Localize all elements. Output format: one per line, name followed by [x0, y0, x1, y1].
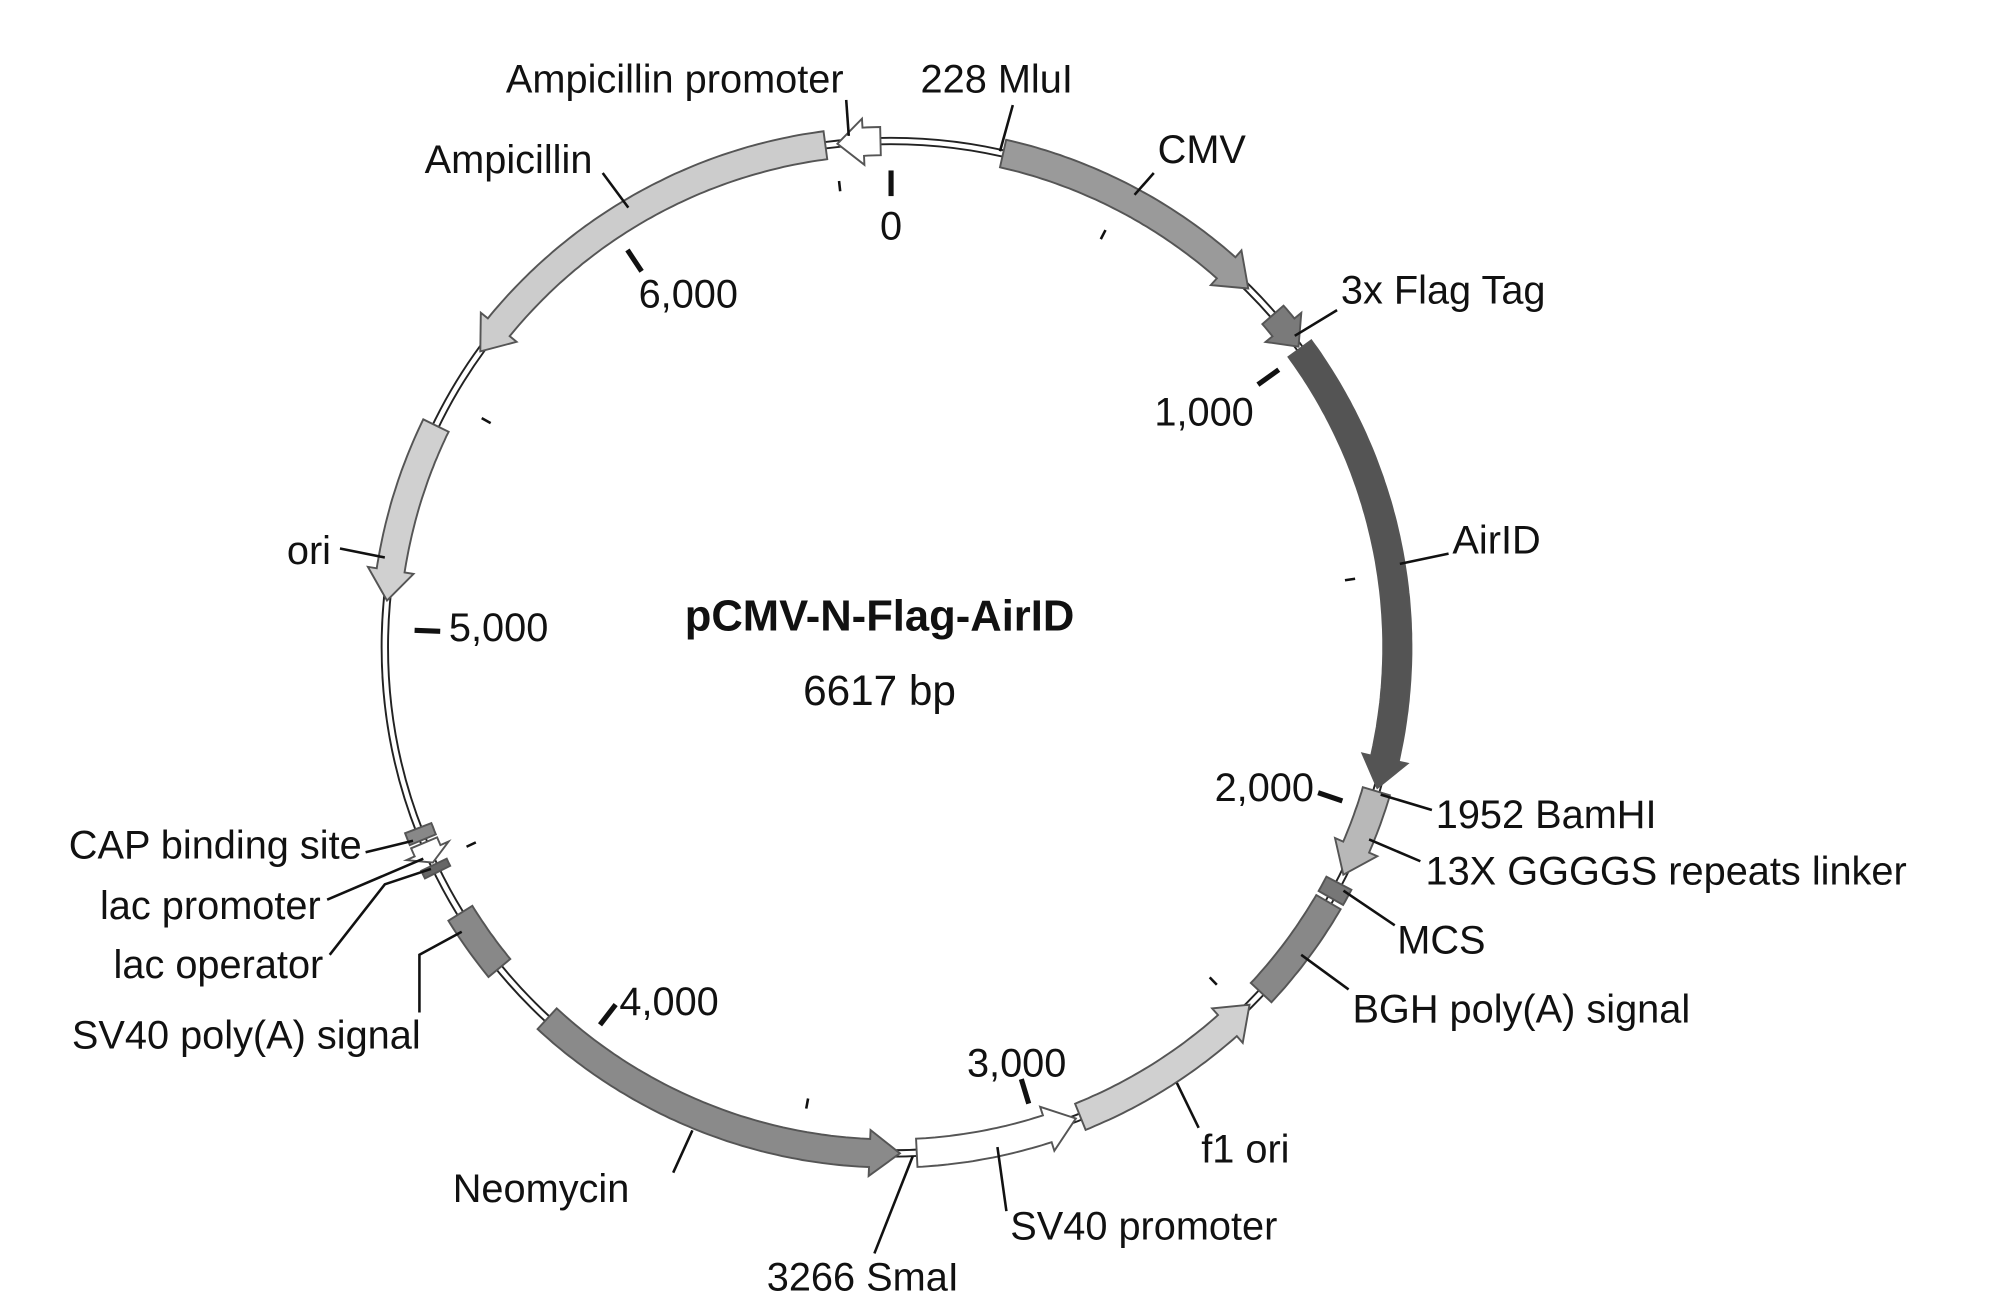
major-tick [1317, 790, 1344, 804]
labels: Ampicillin promoter 228 MluI CMV 3x Flag Ta… [69, 57, 1907, 1297]
feature-label: f1 ori [1201, 1127, 1289, 1171]
feature-mcs [1317, 875, 1353, 907]
feature-label: SV40 poly(A) signal [72, 1013, 421, 1057]
scale-ticks [414, 170, 1356, 1109]
tick-label: 3,000 [967, 1042, 1066, 1086]
leader-line [418, 930, 463, 1013]
minor-tick [1099, 229, 1107, 240]
minor-tick [1344, 577, 1356, 582]
leader-line [1342, 889, 1396, 927]
minor-tick [1208, 976, 1218, 986]
feature-label: Ampicillin [425, 138, 593, 182]
feature-label: Ampicillin promoter [506, 57, 844, 101]
feature-label: Neomycin [453, 1167, 630, 1211]
tick-label: 6,000 [639, 273, 738, 317]
leader-line [998, 104, 1015, 152]
plasmid-name: pCMV-N-Flag-AirID [685, 593, 1075, 641]
feature-label: BGH poly(A) signal [1352, 988, 1690, 1032]
feature-cmv [998, 138, 1250, 290]
feature-label: 228 MluI [921, 57, 1073, 101]
leader-line [873, 1155, 915, 1254]
feature-label: MCS [1397, 919, 1485, 963]
tick-label: 2,000 [1215, 766, 1314, 810]
minor-tick [804, 1098, 810, 1109]
leader-line [1133, 172, 1155, 196]
feature-sv40-poly-a-signal [447, 904, 512, 979]
minor-tick [481, 417, 492, 425]
feature-neomycin [536, 1007, 902, 1178]
major-tick [625, 248, 644, 273]
minor-tick [466, 841, 477, 848]
major-tick [1256, 367, 1281, 387]
leader-line [996, 1146, 1008, 1212]
major-tick [1018, 1078, 1032, 1105]
feature-airid [1287, 339, 1413, 790]
feature-label: CAP binding site [69, 824, 362, 868]
feature-ampicillin [479, 130, 829, 353]
tick-label: 1,000 [1154, 390, 1253, 434]
feature-bgh-poly-a-signal [1249, 893, 1342, 1004]
feature-label: 3x Flag Tag [1341, 269, 1546, 313]
major-tick [414, 627, 441, 634]
leader-line [1294, 309, 1338, 337]
feature-arcs [366, 116, 1413, 1178]
plasmid-size: 6617 bp [803, 667, 956, 714]
leader-line [328, 867, 432, 956]
feature-lac-promoter [402, 836, 452, 864]
feature-label: 3266 SmaI [767, 1256, 959, 1297]
leader-line [326, 857, 424, 901]
leader-line [672, 1129, 694, 1174]
leader-line [1300, 953, 1350, 991]
leader-line [844, 99, 851, 136]
feature-label: lac operator [114, 943, 324, 987]
tick-label: 5,000 [449, 606, 548, 650]
feature-cap-binding-site [403, 821, 438, 847]
leader-line [1380, 793, 1433, 812]
feature-label: CMV [1158, 128, 1247, 172]
feature-3x-flag-tag [1260, 304, 1303, 348]
tick-label: 4,000 [619, 980, 718, 1024]
feature-lac-operator [419, 857, 452, 880]
feature-label: 13X GGGGS repeats linker [1425, 849, 1906, 893]
feature-label: AirID [1452, 519, 1540, 563]
tick-label: 0 [880, 205, 902, 249]
major-tick [597, 1002, 618, 1027]
minor-tick [837, 180, 842, 192]
feature-label: ori [287, 529, 331, 573]
leader-line [1368, 838, 1421, 863]
leader-line [1399, 552, 1449, 566]
feature-label: 1952 BamHI [1436, 793, 1657, 837]
feature-label: SV40 promoter [1010, 1204, 1277, 1248]
leader-lines [326, 99, 1449, 1254]
feature-13x-ggggs-repeats-linker [1333, 785, 1392, 877]
feature-ampicillin-promoter [835, 116, 882, 167]
feature-ori [366, 418, 450, 603]
feature-label: lac promoter [100, 884, 321, 928]
leader-line [601, 172, 630, 209]
leader-line [339, 547, 386, 559]
feature-f1-ori [1073, 1003, 1251, 1132]
feature-sv40-promoter [915, 1105, 1078, 1168]
leader-line [1175, 1082, 1200, 1129]
leader-line [365, 839, 414, 854]
